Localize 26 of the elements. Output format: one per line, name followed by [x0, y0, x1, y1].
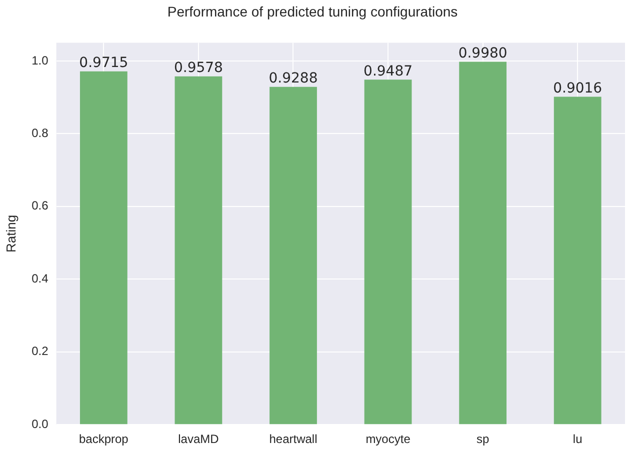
bar	[80, 71, 128, 424]
x-tick-label: myocyte	[366, 432, 411, 446]
x-tick-label: lu	[572, 432, 582, 446]
y-axis-title: Rating	[3, 214, 18, 252]
bar	[554, 96, 602, 424]
data-label: 0.9487	[364, 63, 413, 80]
y-tick-label: 0.8	[32, 126, 49, 140]
y-tick-label: 0.2	[32, 344, 49, 358]
data-label: 0.9715	[79, 54, 128, 71]
x-tick-label: sp	[476, 432, 490, 446]
data-label: 0.9578	[174, 60, 223, 76]
chart-title: Performance of predicted tuning configurations	[167, 3, 458, 20]
x-tick-label: heartwall	[269, 432, 318, 446]
y-tick-label: 0.6	[32, 198, 49, 213]
data-label: 0.9288	[268, 70, 318, 87]
x-tick-label: backprop	[78, 432, 129, 446]
bar	[174, 76, 222, 424]
y-tick-label: 0.4	[32, 271, 49, 286]
bar	[270, 86, 317, 424]
x-tick-label: lavaMD	[178, 432, 220, 446]
y-tick-label: 1.0	[32, 53, 49, 68]
y-tick-label: 0.0	[32, 416, 49, 431]
data-label: 0.9980	[458, 45, 508, 62]
data-label: 0.9016	[553, 80, 602, 96]
bar	[459, 62, 507, 424]
bar	[364, 80, 412, 424]
